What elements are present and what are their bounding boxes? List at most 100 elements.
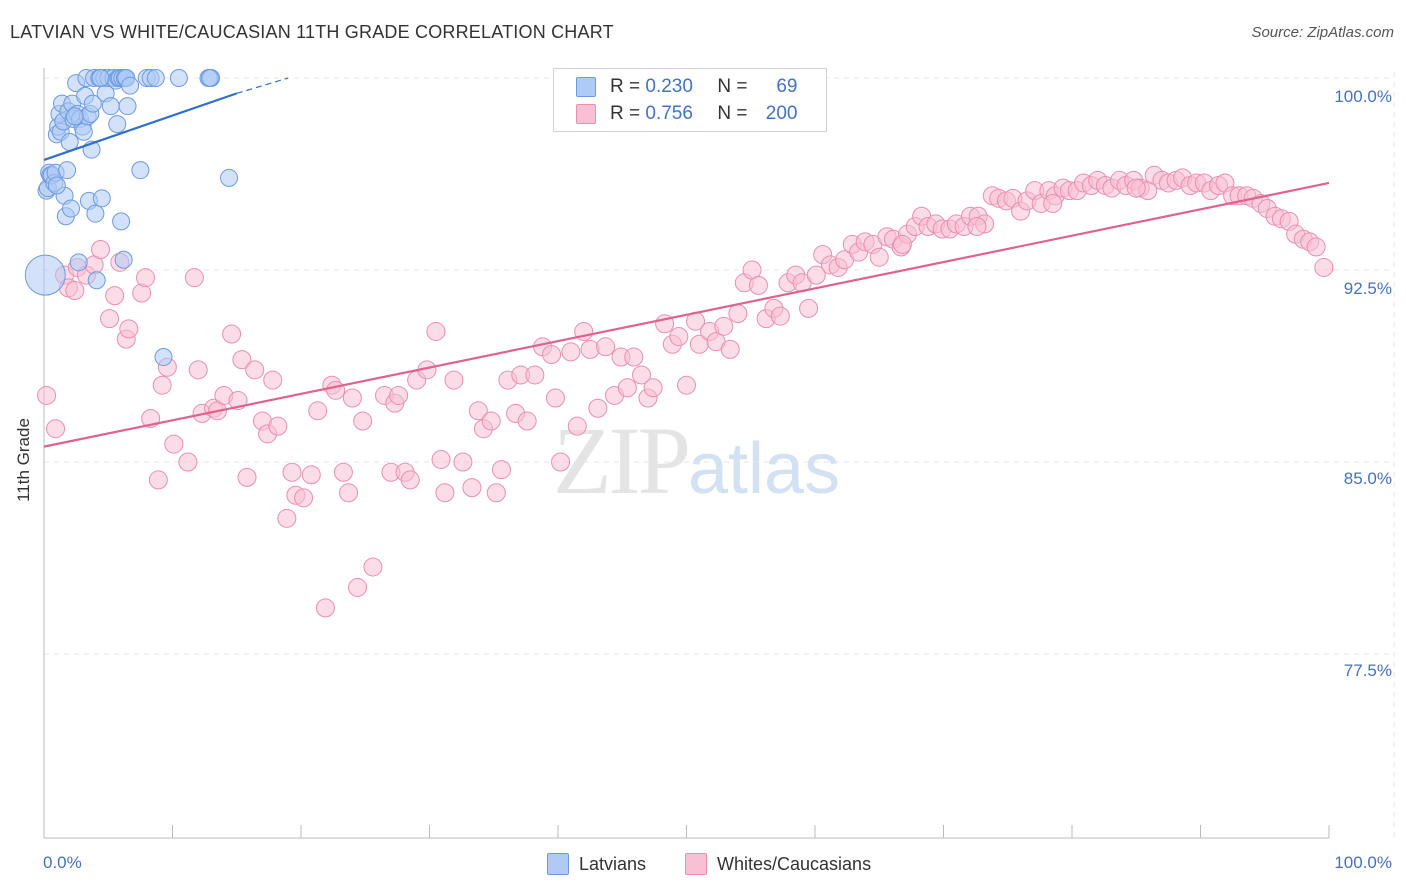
bottom-legend-latvians: Latvians	[547, 851, 646, 877]
white-point	[1314, 257, 1334, 277]
white-legend-label: Whites/Caucasians	[717, 853, 872, 874]
latvian-n-label: N =	[717, 76, 748, 97]
white-point	[588, 398, 608, 418]
white-point	[806, 265, 826, 285]
white-point	[431, 449, 451, 469]
white-point	[301, 465, 321, 485]
white-point	[624, 347, 644, 367]
latvian-r-value: 0.230	[645, 76, 693, 97]
white-point	[389, 385, 409, 405]
white-r-value: 0.756	[645, 103, 693, 124]
white-point	[869, 247, 889, 267]
latvian-point	[65, 107, 84, 126]
white-point	[152, 375, 172, 395]
white-point	[444, 370, 464, 390]
white-point	[799, 298, 819, 318]
white-point	[1126, 178, 1146, 198]
latvian-point	[91, 69, 110, 87]
watermark-atlas: atlas	[688, 429, 841, 509]
y-tick-label: 92.5%	[1343, 279, 1392, 298]
white-point	[714, 316, 734, 336]
white-point	[326, 380, 346, 400]
white-point	[148, 470, 168, 490]
latvian-point	[86, 204, 105, 223]
white-point	[245, 360, 265, 380]
y-axis-label: 11th Grade	[14, 418, 33, 502]
white-point	[119, 319, 139, 339]
legend-row-latvian: R = 0.230 N = 69	[576, 75, 798, 99]
white-point	[486, 483, 506, 503]
white-point	[263, 370, 283, 390]
white-point	[363, 557, 383, 577]
latvian-n-value: 69	[776, 76, 798, 97]
white-point	[164, 434, 184, 454]
white-point	[237, 467, 257, 487]
white-point	[643, 378, 663, 398]
legend-row-white: R = 0.756 N = 200	[576, 102, 798, 126]
white-point	[277, 508, 297, 528]
latvian-point	[58, 161, 77, 180]
latvian-legend-label: Latvians	[579, 853, 647, 874]
white-point	[517, 411, 537, 431]
white-n-label: N =	[717, 103, 748, 124]
white-point	[294, 488, 314, 508]
white-point	[268, 416, 288, 436]
white-point	[525, 365, 545, 385]
latvian-r-label: R =	[610, 76, 641, 97]
white-point	[677, 375, 696, 395]
white-point	[542, 344, 562, 364]
white-n-value: 200	[765, 103, 798, 124]
white-point	[178, 452, 198, 472]
latvian-point	[121, 76, 140, 95]
latvian-point	[61, 199, 80, 218]
correlation-legend: R = 0.230 N = 69 R = 0.756 N = 200	[553, 68, 827, 132]
white-point	[65, 280, 85, 300]
white-point	[632, 365, 652, 385]
latvian-trend-line	[43, 92, 238, 161]
white-point	[100, 309, 120, 329]
white-legend-swatch	[685, 853, 707, 875]
latvian-points	[24, 69, 239, 367]
white-point	[617, 378, 637, 398]
latvian-point	[200, 69, 219, 87]
x-tick-label-max: 100.0%	[1334, 853, 1392, 872]
chart-title: LATVIAN VS WHITE/CAUCASIAN 11TH GRADE CO…	[10, 22, 614, 42]
latvian-point	[87, 271, 106, 290]
white-trend-line	[43, 181, 1330, 448]
white-point	[46, 419, 66, 439]
white-point	[348, 577, 368, 597]
latvian-point	[169, 69, 188, 87]
latvian-trend-extension	[236, 77, 289, 94]
latvian-point	[146, 69, 165, 87]
latvian-point	[112, 212, 131, 231]
white-point	[770, 306, 790, 326]
white-point	[1306, 237, 1326, 257]
latvian-point	[108, 115, 127, 134]
white-point	[561, 342, 581, 362]
latvian-point	[154, 348, 173, 367]
white-point	[342, 388, 362, 408]
latvian-point	[131, 161, 150, 180]
white-point	[435, 483, 455, 503]
source-credit: Source: ZipAtlas.com	[1251, 24, 1394, 41]
latvian-point	[92, 189, 111, 208]
white-point	[232, 350, 252, 370]
white-point	[967, 216, 987, 236]
white-point	[105, 286, 125, 306]
white-point	[481, 411, 501, 431]
y-tick-label: 85.0%	[1343, 469, 1392, 488]
latvian-point	[220, 168, 239, 187]
y-tick-label: 77.5%	[1343, 661, 1392, 680]
watermark: ZIPatlas	[553, 405, 840, 516]
bottom-legend-whites: Whites/Caucasians	[685, 851, 871, 877]
white-point	[222, 324, 242, 344]
white-point	[339, 483, 359, 503]
white-swatch	[576, 104, 596, 124]
latvian-point	[69, 253, 88, 272]
white-point	[282, 462, 302, 482]
white-point	[333, 462, 353, 482]
white-point	[426, 321, 446, 341]
white-point	[669, 327, 689, 347]
white-point	[468, 401, 488, 421]
